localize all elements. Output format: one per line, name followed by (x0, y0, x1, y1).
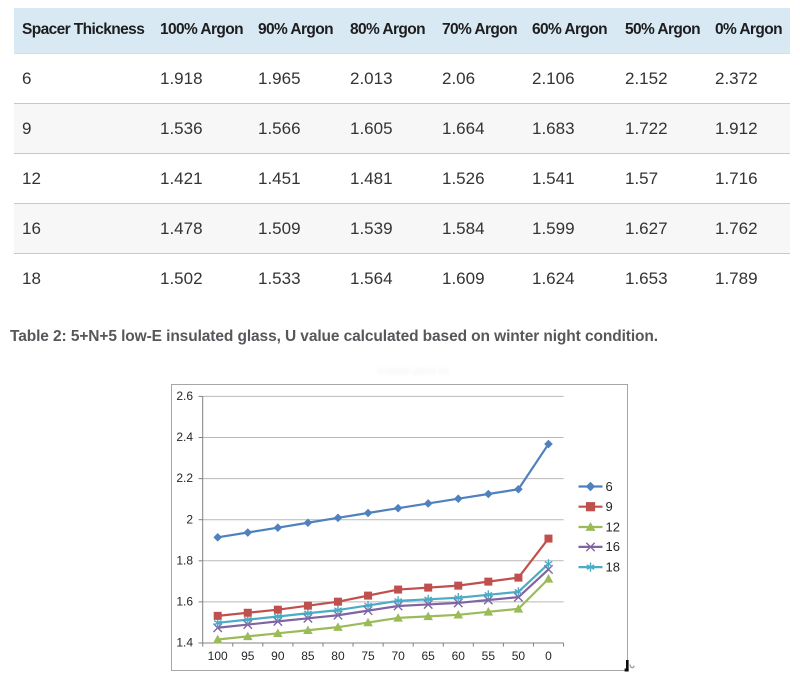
svg-text:6: 6 (606, 479, 613, 494)
svg-text:2.6: 2.6 (176, 389, 193, 403)
svg-text:85: 85 (301, 649, 315, 663)
svg-text:0: 0 (545, 649, 552, 663)
svg-text:1.4: 1.4 (176, 636, 193, 650)
svg-text:60: 60 (452, 649, 466, 663)
svg-text:50: 50 (512, 649, 526, 663)
svg-text:65: 65 (422, 649, 436, 663)
svg-text:2: 2 (186, 512, 193, 526)
svg-text:12: 12 (606, 519, 620, 534)
svg-text:90: 90 (271, 649, 285, 663)
svg-text:95: 95 (241, 649, 255, 663)
svg-text:70: 70 (391, 649, 405, 663)
svg-text:100: 100 (208, 649, 228, 663)
svg-text:18: 18 (606, 559, 620, 574)
svg-text:16: 16 (606, 539, 620, 554)
svg-text:1.8: 1.8 (176, 553, 193, 567)
svg-text:1.6: 1.6 (176, 595, 193, 609)
svg-text:80: 80 (331, 649, 345, 663)
svg-text:55: 55 (482, 649, 496, 663)
svg-text:2.2: 2.2 (176, 471, 193, 485)
svg-text:75: 75 (361, 649, 375, 663)
svg-text:9: 9 (606, 499, 613, 514)
svg-text:2.4: 2.4 (176, 430, 193, 444)
